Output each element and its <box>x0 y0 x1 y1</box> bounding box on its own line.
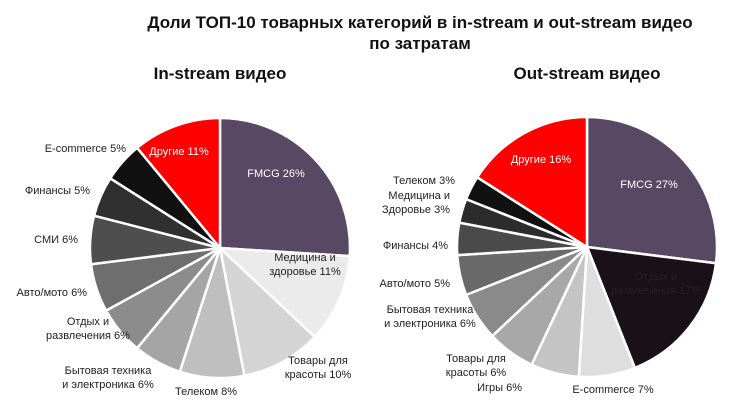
in-stream-label-медицина-и-здоровье: Медицина и здоровье 11% <box>269 252 341 278</box>
out-stream-slice-fmcg <box>585 115 719 265</box>
in-stream-slice-другие <box>135 116 222 250</box>
out-stream-label-игры: Игры 6% <box>477 382 522 394</box>
out-stream-label-отдых-и-развлечения: Отдых и развлечения 17% <box>611 271 701 297</box>
out-stream-slice-другие <box>475 115 589 249</box>
main-title-line-1: Доли ТОП-10 товарных категорий в in-stre… <box>147 13 693 32</box>
main-title-line-2: по затратам <box>369 34 471 53</box>
in-stream-label-другие: Другие 11% <box>149 146 209 158</box>
out-stream-label-e-commerce: E-commerce 7% <box>572 384 654 396</box>
out-stream-label-fmcg: FMCG 27% <box>620 179 678 191</box>
out-stream-label-финансы: Финансы 4% <box>383 240 448 252</box>
in-stream-label-бытовая-техника-и-электроника: Бытовая техника и электроника 6% <box>62 365 154 391</box>
out-stream-chart-title: Out-stream видео <box>513 64 661 83</box>
in-stream-label-телеком: Телеком 8% <box>175 386 237 398</box>
out-stream-slice-отдых-и-развлечения <box>585 245 718 370</box>
in-stream-label-сми: СМИ 6% <box>34 234 78 246</box>
in-stream-slice-fmcg <box>218 116 352 258</box>
in-stream-slice-медицина-и-здоровье <box>218 246 351 339</box>
in-stream-label-e-commerce: E-commerce 5% <box>45 143 127 155</box>
out-stream-label-телеком: Телеком 3% <box>393 175 455 187</box>
out-stream-label-другие: Другие 16% <box>511 154 572 166</box>
out-stream-label-авто-мото: Авто/мото 5% <box>380 278 451 290</box>
in-stream-label-отдых-и-развлечения: Отдых и развлечения 6% <box>46 316 130 342</box>
in-stream-label-fmcg: FMCG 26% <box>247 168 305 180</box>
in-stream-label-финансы: Финансы 5% <box>25 185 90 197</box>
in-stream-label-авто-мото: Авто/мото 6% <box>17 287 88 299</box>
in-stream-slice-товары-для-красоты <box>218 246 317 377</box>
in-stream-label-товары-для-красоты: Товары для красоты 10% <box>285 355 352 381</box>
out-stream-label-товары-для-красоты: Товары для красоты 6% <box>446 353 507 379</box>
out-stream-label-бытовая-техника-и-электроника: Бытовая техника и электроника 6% <box>384 304 476 330</box>
main-title: Доли ТОП-10 товарных категорий в in-stre… <box>100 12 740 54</box>
out-stream-label-медицина-и-здоровье: Медицина и Здоровье 3% <box>382 190 450 216</box>
in-stream-chart-title: In-stream видео <box>153 64 287 83</box>
